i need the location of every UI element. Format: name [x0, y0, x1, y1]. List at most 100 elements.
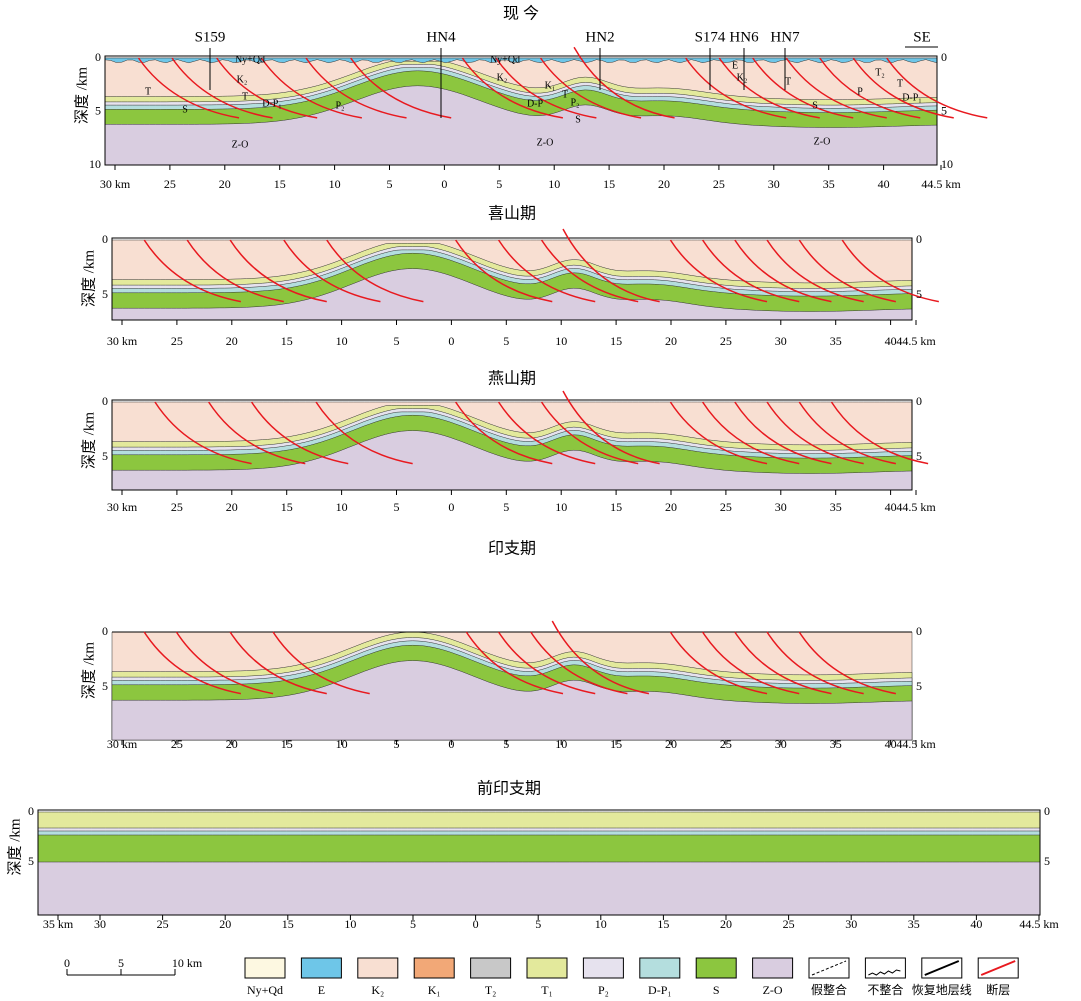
- panel-title: 现 今: [503, 5, 539, 23]
- legend-label: T₁: [541, 983, 553, 997]
- x-label: 5: [496, 177, 502, 191]
- x-label: 30: [768, 177, 780, 191]
- unit-label: K₂: [497, 72, 508, 83]
- x-label: 15: [281, 334, 293, 348]
- x-label: 40: [885, 737, 897, 751]
- depth-label: 0: [916, 394, 922, 408]
- unit-label: K₁: [545, 80, 556, 91]
- depth-axis-label: 深度 /km: [80, 412, 97, 469]
- x-label: 15: [657, 917, 669, 931]
- legend-swatch: [753, 958, 793, 978]
- depth-label: 5: [941, 103, 947, 117]
- depth-label: 0: [102, 232, 108, 246]
- depth-label: 0: [102, 624, 108, 638]
- x-label: 15: [610, 500, 622, 514]
- depth-label: 5: [95, 103, 101, 117]
- unit-label: T: [897, 78, 903, 89]
- x-label: 44.5 km: [896, 500, 936, 514]
- unit-label: T: [145, 86, 151, 97]
- x-label: 15: [282, 917, 294, 931]
- depth-label: 5: [1044, 854, 1050, 868]
- unit-label: Ny+Qd: [490, 54, 520, 65]
- x-label: 30 km: [107, 334, 138, 348]
- well-name: HN4: [426, 29, 456, 45]
- unit-label: K₂: [237, 74, 248, 85]
- x-label: 20: [219, 917, 231, 931]
- legend-swatch: [527, 958, 567, 978]
- depth-label: 0: [102, 394, 108, 408]
- x-label: 44.5 km: [896, 737, 936, 751]
- depth-label: 10: [89, 157, 101, 171]
- x-label: 35: [830, 737, 842, 751]
- unit-label: Z-O: [232, 139, 249, 150]
- legend-swatch: [809, 958, 849, 978]
- x-label: 15: [610, 737, 622, 751]
- x-label: 15: [281, 500, 293, 514]
- x-label: 5: [503, 737, 509, 751]
- x-label: 10: [555, 500, 567, 514]
- strata-zo: [38, 862, 1040, 915]
- x-label: 15: [603, 177, 615, 191]
- scale-label: 10 km: [172, 956, 203, 970]
- depth-label: 0: [916, 624, 922, 638]
- unit-label: E: [732, 60, 738, 71]
- legend-swatch: [583, 958, 623, 978]
- x-label: 20: [226, 500, 238, 514]
- unit-label: Z-O: [537, 137, 554, 148]
- depth-label: 10: [941, 157, 953, 171]
- depth-label: 5: [102, 287, 108, 301]
- depth-label: 0: [28, 804, 34, 818]
- x-label: 44.5 km: [896, 334, 936, 348]
- unit-label: P₂: [335, 100, 344, 111]
- x-label: 25: [720, 737, 732, 751]
- depth-label: 5: [916, 287, 922, 301]
- depth-label: 5: [102, 679, 108, 693]
- legend-label: Z-O: [763, 983, 783, 997]
- depth-label: 0: [95, 50, 101, 64]
- x-label: 10: [329, 177, 341, 191]
- legend-label: Ny+Qd: [247, 983, 283, 997]
- x-label: 5: [503, 334, 509, 348]
- x-label: 30: [775, 334, 787, 348]
- page: 现 今深度 /km 0 5 10 0 5 10 30 km 25 20 15 10 5 0 5 10 15 20 2…: [0, 0, 1081, 1001]
- x-label: 35: [908, 917, 920, 931]
- legend-swatch: [358, 958, 398, 978]
- legend-swatch: [471, 958, 511, 978]
- x-label: 30 km: [100, 177, 131, 191]
- x-label: 30: [775, 737, 787, 751]
- depth-axis-label: 深度 /km: [73, 67, 90, 124]
- x-label: 20: [226, 334, 238, 348]
- depth-label: 5: [28, 854, 34, 868]
- x-label: 20: [665, 334, 677, 348]
- unit-label: D-P: [527, 98, 544, 109]
- depth-label: 5: [916, 679, 922, 693]
- depth-label: 5: [916, 449, 922, 463]
- legend-label: P₂: [598, 983, 609, 997]
- x-label: 35: [823, 177, 835, 191]
- x-label: 15: [610, 334, 622, 348]
- x-label: 10: [555, 334, 567, 348]
- x-label: 35: [830, 500, 842, 514]
- unit-label: P: [857, 86, 863, 97]
- x-label: 40: [885, 334, 897, 348]
- legend-label: K₁: [428, 983, 441, 997]
- legend-label: K₂: [371, 983, 384, 997]
- unit-label: T₂: [875, 67, 885, 78]
- x-label: 5: [503, 500, 509, 514]
- x-label: 5: [387, 177, 393, 191]
- x-label: 20: [226, 737, 238, 751]
- panel-title: 印支期: [488, 540, 536, 558]
- depth-label: 0: [1044, 804, 1050, 818]
- well-name: S159: [195, 29, 226, 45]
- x-label: 5: [410, 917, 416, 931]
- legend-label: T₂: [485, 983, 497, 997]
- legend-swatch: [245, 958, 285, 978]
- x-label: 20: [665, 500, 677, 514]
- x-label: 25: [713, 177, 725, 191]
- x-label: 5: [535, 917, 541, 931]
- unit-label: S: [812, 100, 818, 111]
- legend-label: 假整合: [811, 982, 847, 997]
- x-label: 40: [970, 917, 982, 931]
- x-label: 44.5 km: [921, 177, 961, 191]
- unit-label: P₂: [570, 97, 579, 108]
